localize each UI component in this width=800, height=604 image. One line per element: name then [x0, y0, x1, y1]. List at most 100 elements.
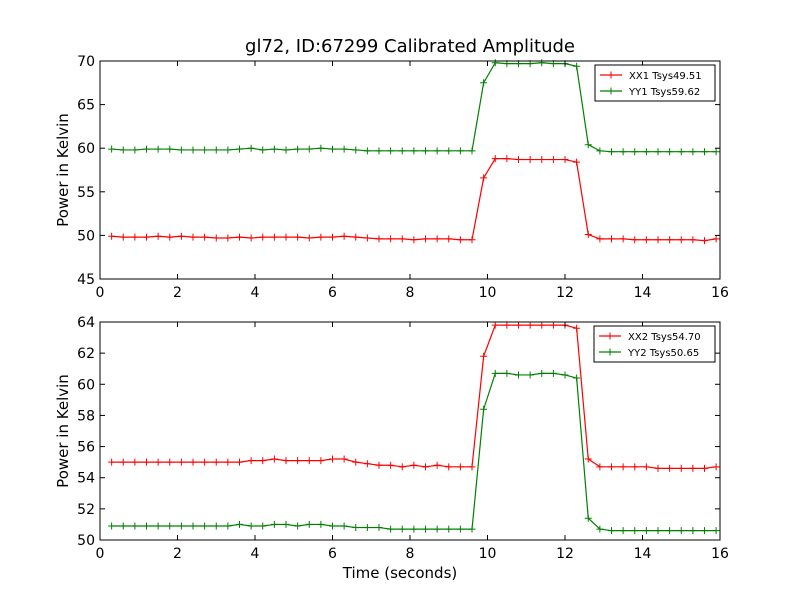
- data-point: [247, 234, 255, 242]
- data-point: [608, 527, 615, 535]
- data-point: [631, 527, 639, 535]
- data-point: [282, 233, 290, 241]
- data-point: [596, 235, 604, 243]
- y-tick-label: 52: [77, 502, 95, 518]
- data-point: [410, 147, 418, 155]
- data-point: [503, 321, 511, 329]
- data-point: [573, 62, 581, 70]
- data-point: [608, 463, 615, 471]
- data-point: [387, 147, 395, 155]
- data-point: [108, 522, 116, 530]
- data-point: [201, 522, 209, 530]
- data-point: [608, 148, 615, 156]
- data-point: [619, 235, 627, 243]
- data-point: [422, 147, 429, 155]
- x-tick-label: 14: [634, 285, 652, 301]
- y-tick-label: 60: [77, 377, 95, 393]
- data-point: [654, 236, 662, 244]
- data-point: [305, 520, 313, 528]
- data-point: [224, 458, 232, 466]
- data-point: [119, 458, 127, 466]
- x-tick-label: 4: [251, 285, 260, 301]
- data-point: [526, 156, 534, 164]
- data-point: [189, 522, 197, 530]
- y-tick-label: 60: [77, 141, 95, 157]
- data-point: [166, 145, 174, 153]
- data-point: [340, 232, 348, 240]
- x-tick-label: 10: [479, 285, 497, 301]
- y-tick-label: 56: [77, 440, 95, 456]
- x-tick-label: 14: [634, 546, 652, 562]
- data-point: [305, 234, 313, 242]
- data-point: [468, 236, 476, 244]
- data-point: [561, 156, 569, 164]
- data-point: [480, 352, 488, 360]
- data-point: [340, 522, 348, 530]
- data-point: [340, 145, 348, 153]
- data-point: [584, 455, 592, 463]
- data-point: [456, 236, 464, 244]
- y-tick-label: 58: [77, 408, 95, 424]
- data-point: [119, 233, 127, 241]
- data-point: [317, 520, 325, 528]
- x-tick-label: 16: [711, 546, 729, 562]
- data-point: [305, 145, 313, 153]
- data-point: [631, 463, 639, 471]
- data-point: [329, 233, 336, 241]
- data-point: [445, 525, 453, 533]
- data-point: [317, 457, 325, 465]
- data-point: [410, 461, 418, 469]
- data-point: [352, 146, 360, 154]
- data-point: [573, 324, 581, 332]
- data-point: [387, 525, 395, 533]
- data-point: [538, 156, 546, 164]
- data-point: [282, 520, 290, 528]
- data-point: [712, 148, 720, 156]
- x-tick-label: 12: [556, 546, 574, 562]
- data-point: [491, 321, 499, 329]
- data-point: [549, 369, 557, 377]
- data-point: [654, 148, 662, 156]
- data-point: [329, 522, 336, 530]
- data-point: [166, 233, 174, 241]
- y-tick-label: 62: [77, 346, 95, 362]
- data-point: [445, 463, 453, 471]
- data-point: [689, 464, 697, 472]
- legend-entry: YY2 Tsys50.65: [627, 348, 699, 359]
- data-point: [154, 232, 162, 240]
- data-point: [224, 522, 232, 530]
- data-point: [340, 455, 348, 463]
- data-point: [701, 148, 708, 156]
- data-point: [410, 525, 418, 533]
- data-point: [445, 235, 453, 243]
- data-point: [294, 457, 302, 465]
- data-point: [701, 464, 708, 472]
- legend-1: XX1 Tsys49.51 YY1 Tsys59.62: [594, 64, 716, 102]
- legend-box: [594, 64, 716, 102]
- data-point: [596, 525, 604, 533]
- series-line: [111, 372, 717, 532]
- data-point: [642, 148, 650, 156]
- legend-entry: XX1 Tsys49.51: [629, 71, 702, 82]
- data-point: [596, 463, 604, 471]
- data-point: [247, 144, 255, 152]
- legend-entry: YY1 Tsys59.62: [628, 87, 700, 98]
- legend-marker: [607, 71, 615, 79]
- y-axis-label: Power in Kelvin: [54, 374, 72, 488]
- data-point: [236, 145, 243, 153]
- data-point: [538, 369, 546, 377]
- data-point: [236, 520, 243, 528]
- x-tick-label: 2: [173, 546, 182, 562]
- data-point: [317, 233, 325, 241]
- data-point: [538, 321, 546, 329]
- data-point: [270, 455, 278, 463]
- data-point: [201, 146, 209, 154]
- data-point: [352, 524, 360, 532]
- data-point: [270, 233, 278, 241]
- legend-marker: [607, 87, 615, 95]
- data-point: [177, 146, 185, 154]
- data-point: [375, 235, 383, 243]
- data-point: [143, 458, 150, 466]
- legend-2: XX2 Tsys54.70 YY2 Tsys50.65: [593, 325, 716, 363]
- data-point: [515, 321, 522, 329]
